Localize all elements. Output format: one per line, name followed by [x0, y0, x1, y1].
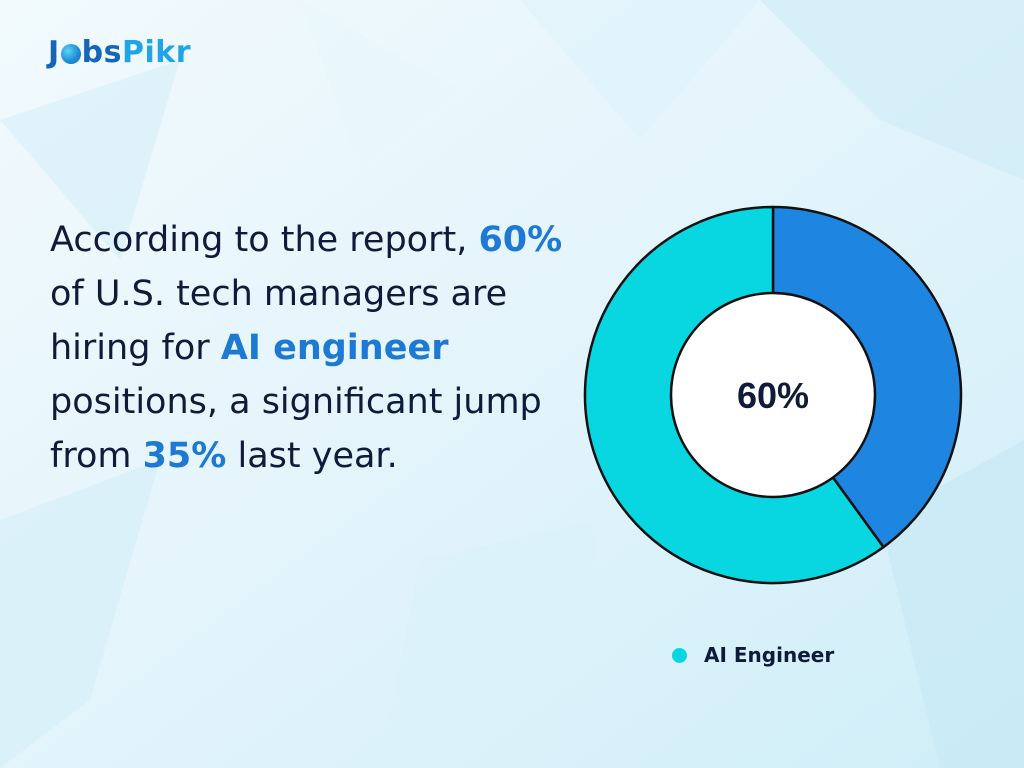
headline-seg2: of U.S. tech managers are hiring for [50, 274, 508, 368]
headline-highlight-ai-engineer: AI engineer [220, 328, 449, 368]
headline-seg4: last year. [226, 436, 398, 476]
headline-seg1: According to the report, [50, 220, 479, 260]
donut-chart: 60% [583, 205, 963, 585]
chart-legend: AI Engineer [672, 642, 834, 668]
logo-text-pikr: Pikr [122, 35, 192, 70]
legend-swatch-ai-engineer [672, 647, 687, 663]
headline-text: According to the report, 60% of U.S. tec… [50, 213, 570, 483]
globe-icon [60, 44, 81, 64]
donut-hole [669, 291, 877, 499]
legend-label-ai-engineer: AI Engineer [704, 643, 835, 667]
donut-center-label: 60% [737, 375, 809, 416]
headline-seg3: positions, a significant jump from [50, 382, 542, 476]
logo-text-bs: bs [81, 35, 123, 70]
headline-highlight-35: 35% [142, 436, 227, 476]
logo-text-j: J [48, 35, 60, 70]
headline-highlight-60: 60% [478, 220, 563, 260]
